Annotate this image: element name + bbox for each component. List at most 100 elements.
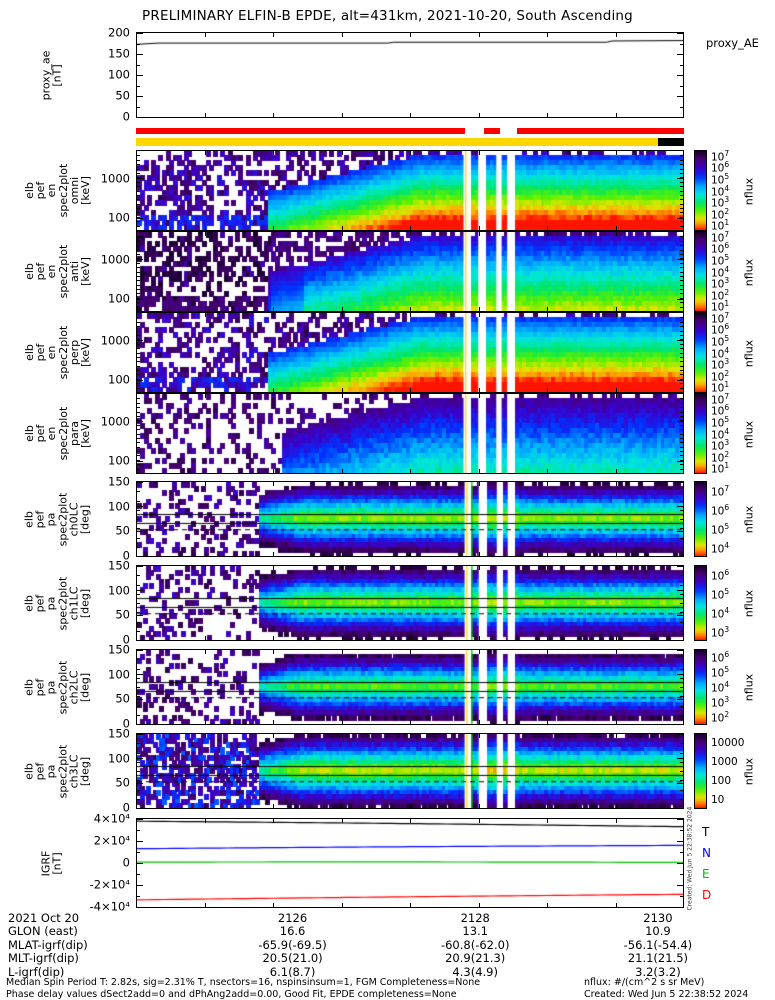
x-tick: [478, 565, 480, 570]
igrf-legend-N: N: [702, 846, 711, 860]
y-tick: [136, 460, 143, 462]
colorbar-gradient: [695, 734, 706, 808]
y-minor-tick: [136, 500, 140, 502]
y-minor-tick: [680, 411, 684, 413]
y-tick: [136, 481, 143, 483]
panel-en_omni: [136, 150, 684, 231]
y-tick-label: 0: [122, 716, 130, 731]
y-minor-tick: [680, 321, 684, 323]
y-minor-tick: [680, 370, 684, 372]
panel-canvas-en_para: [137, 394, 683, 473]
colorbar-tick-label: 102: [711, 206, 730, 221]
panel-pa_ch1LC: [136, 565, 684, 641]
y-minor-tick: [136, 280, 140, 282]
x-tick: [547, 393, 548, 398]
y-tick-label: 100: [108, 372, 130, 387]
x-tick: [478, 393, 480, 398]
y-minor-tick: [680, 714, 684, 716]
x-tick: [273, 393, 274, 398]
y-minor-tick: [136, 194, 140, 196]
y-tick-label: 0: [122, 632, 130, 647]
y-minor-tick: [680, 356, 684, 358]
x-tick: [341, 388, 343, 393]
x-tick: [341, 804, 343, 809]
y-minor-tick: [680, 789, 684, 791]
footer-note-right: nflux: #/(cm^2 s sr MeV): [584, 977, 705, 988]
x-tick: [547, 226, 548, 231]
x-tick: [615, 312, 617, 317]
panel-pa_ch3LC: [136, 733, 684, 809]
y-minor-tick: [680, 509, 684, 511]
y-minor-tick: [680, 885, 684, 886]
colorbar-tick-label: 107: [711, 229, 730, 245]
y-minor-tick: [680, 352, 684, 354]
y-minor-tick: [136, 446, 140, 448]
x-tick: [204, 113, 206, 118]
y-tick-label: 200: [108, 25, 130, 40]
colorbar-tick-label: 102: [711, 287, 730, 302]
y-tick: [136, 674, 143, 676]
colorbar-title: nflux: [742, 258, 756, 286]
y-minor-tick: [680, 306, 684, 308]
y-tick: [677, 807, 684, 809]
y-tick: [677, 733, 684, 735]
x-tick: [273, 226, 274, 231]
y-minor-tick: [136, 841, 140, 842]
footer-cell: 2126: [277, 911, 308, 925]
y-minor-tick: [680, 752, 684, 754]
y-tick-label: 1000: [100, 170, 130, 185]
y-tick: [136, 818, 143, 820]
x-tick: [547, 649, 548, 654]
y-minor-tick: [680, 262, 684, 264]
axis-title-line: [nT]: [50, 63, 64, 87]
x-tick: [547, 552, 548, 557]
colorbar-tick-label: 103: [711, 275, 730, 291]
colorbar-title: nflux: [742, 757, 756, 786]
y-minor-tick: [680, 271, 684, 273]
y-minor-tick: [136, 429, 140, 431]
y-minor-tick: [136, 326, 140, 328]
y-minor-tick: [136, 245, 140, 247]
y-minor-tick: [680, 575, 684, 577]
y-tick: [677, 555, 684, 557]
status-bar-red-segment: [516, 128, 684, 134]
panel-canvas-igrf: [137, 819, 683, 907]
y-minor-tick: [680, 387, 684, 389]
y-minor-tick: [680, 361, 684, 363]
y-tick-label: 50: [115, 691, 130, 706]
y-tick: [677, 259, 684, 261]
colorbar-tick-label: 106: [711, 502, 730, 517]
x-tick: [478, 720, 480, 725]
y-minor-tick: [680, 433, 684, 435]
y-tick: [136, 733, 143, 735]
y-tick: [677, 421, 684, 423]
x-tick: [615, 226, 617, 231]
y-tick: [677, 782, 684, 784]
x-tick: [410, 393, 411, 398]
y-minor-tick: [136, 896, 140, 897]
x-tick: [273, 469, 274, 474]
y-minor-tick: [680, 705, 684, 707]
y-tick: [677, 460, 684, 462]
footer-cell: 3.2(3.2): [635, 964, 681, 979]
colorbar-tick-label: 104: [711, 183, 730, 198]
colorbar-tick-label: 101: [711, 460, 730, 476]
y-minor-tick: [680, 528, 684, 530]
y-minor-tick: [680, 302, 684, 304]
panel-en_perp: [136, 312, 684, 393]
y-minor-tick: [136, 415, 140, 417]
y-minor-tick: [680, 537, 684, 539]
colorbar-tick-label: 107: [711, 391, 730, 407]
x-tick: [273, 804, 274, 809]
y-minor-tick: [136, 537, 140, 539]
y-minor-tick: [136, 262, 140, 264]
igrf-legend-T: T: [702, 825, 710, 839]
y-minor-tick: [136, 330, 140, 332]
x-tick: [410, 565, 411, 570]
colorbar-title: nflux: [742, 673, 756, 702]
y-tick: [677, 818, 684, 820]
y-minor-tick: [680, 267, 684, 269]
y-minor-tick: [680, 339, 684, 341]
x-tick: [478, 231, 480, 236]
y-minor-tick: [136, 43, 140, 45]
